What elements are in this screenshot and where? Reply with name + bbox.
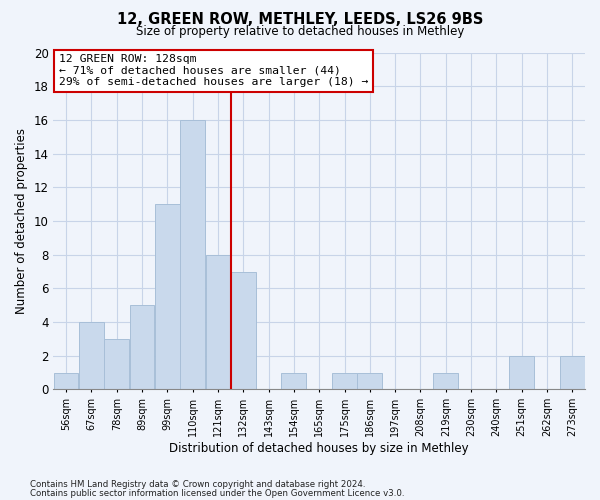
Bar [130, 305, 154, 390]
Bar [155, 204, 180, 390]
X-axis label: Distribution of detached houses by size in Methley: Distribution of detached houses by size … [169, 442, 469, 455]
Bar [281, 372, 306, 390]
Text: 12, GREEN ROW, METHLEY, LEEDS, LS26 9BS: 12, GREEN ROW, METHLEY, LEEDS, LS26 9BS [117, 12, 483, 28]
Text: Contains public sector information licensed under the Open Government Licence v3: Contains public sector information licen… [30, 488, 404, 498]
Bar [433, 372, 458, 390]
Bar [231, 272, 256, 390]
Bar [560, 356, 585, 390]
Bar [104, 339, 129, 390]
Bar [358, 372, 382, 390]
Text: Contains HM Land Registry data © Crown copyright and database right 2024.: Contains HM Land Registry data © Crown c… [30, 480, 365, 489]
Bar [180, 120, 205, 390]
Bar [79, 322, 104, 390]
Bar [206, 254, 230, 390]
Text: Size of property relative to detached houses in Methley: Size of property relative to detached ho… [136, 25, 464, 38]
Y-axis label: Number of detached properties: Number of detached properties [15, 128, 28, 314]
Bar [509, 356, 534, 390]
Bar [332, 372, 357, 390]
Text: 12 GREEN ROW: 128sqm
← 71% of detached houses are smaller (44)
29% of semi-detac: 12 GREEN ROW: 128sqm ← 71% of detached h… [59, 54, 368, 88]
Bar [53, 372, 79, 390]
